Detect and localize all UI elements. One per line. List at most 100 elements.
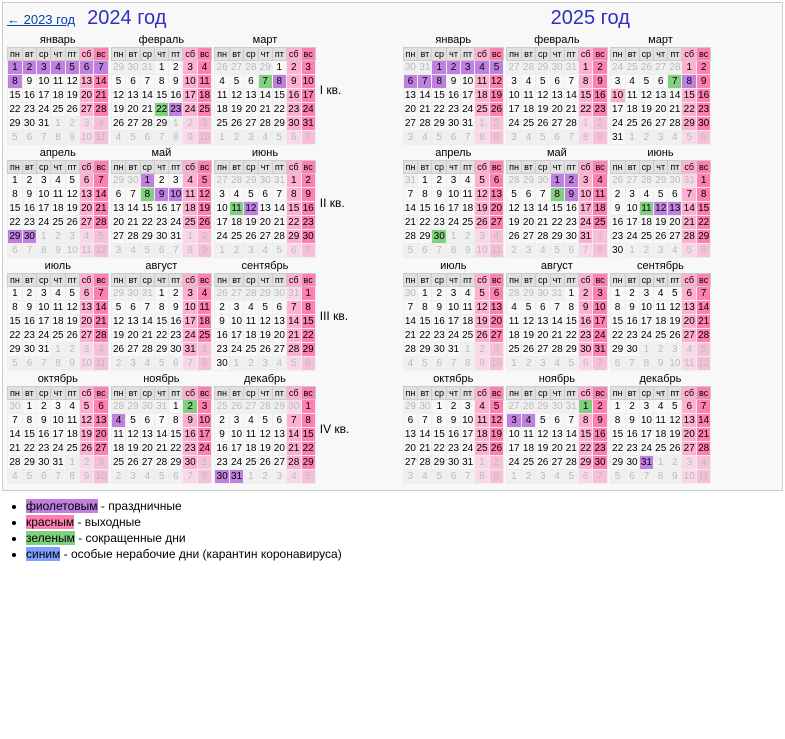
month-name: январь — [403, 34, 505, 46]
day-cell: 9 — [625, 414, 639, 428]
day-cell: 2 — [625, 287, 639, 301]
day-cell: 5 — [244, 188, 259, 202]
day-cell: 13 — [272, 428, 286, 442]
day-cell: 30 — [564, 230, 578, 244]
day-cell: 29 — [432, 456, 447, 470]
day-cell: 27 — [521, 230, 535, 244]
day-cell: 18 — [51, 202, 65, 216]
day-cell: 12 — [639, 89, 654, 103]
day-cell: 22 — [418, 329, 432, 343]
day-cell: 24 — [461, 442, 475, 456]
day-cell: 23 — [169, 103, 183, 117]
day-cell: 29 — [418, 343, 432, 357]
month-name: июнь — [610, 147, 712, 159]
day-cell: 20 — [140, 442, 155, 456]
day-cell: 29 — [697, 230, 711, 244]
day-cell: 27 — [682, 442, 697, 456]
day-cell: 15 — [286, 202, 301, 216]
month-block: июльпнвтсрчтптсбвс3012345678910111213141… — [403, 260, 505, 371]
day-cell: 17 — [507, 103, 522, 117]
day-cell: 27 — [111, 230, 126, 244]
day-cell: 4 — [51, 61, 65, 75]
day-cell: 21 — [94, 89, 108, 103]
month-name: ноябрь — [111, 373, 213, 385]
day-cell: 15 — [610, 428, 625, 442]
day-cell: 26 — [230, 117, 244, 131]
day-cell: 9 — [432, 188, 447, 202]
day-cell: 25 — [51, 329, 65, 343]
day-cell: 25 — [230, 230, 244, 244]
month-name: апрель — [7, 147, 109, 159]
back-link[interactable]: ← 2023 год — [7, 12, 75, 27]
day-cell: 11 — [65, 414, 79, 428]
day-cell: 17 — [461, 428, 475, 442]
day-cell: 10 — [639, 301, 654, 315]
day-cell: 25 — [625, 117, 639, 131]
day-cell: 28 — [126, 230, 140, 244]
day-cell: 15 — [578, 89, 593, 103]
day-cell: 8 — [155, 301, 169, 315]
day-cell: 1 — [301, 287, 315, 301]
year-title: 2024 год — [87, 7, 166, 30]
day-cell: 6 — [403, 414, 418, 428]
day-cell: 26 — [489, 442, 503, 456]
day-cell: 27 — [403, 456, 418, 470]
day-cell: 7 — [536, 188, 551, 202]
day-cell: 18 — [521, 442, 535, 456]
day-cell: 7 — [94, 287, 108, 301]
day-cell: 26 — [65, 216, 79, 230]
day-cell: 28 — [155, 456, 169, 470]
day-cell: 13 — [668, 202, 682, 216]
day-cell: 12 — [258, 428, 272, 442]
day-cell: 19 — [668, 315, 682, 329]
day-cell: 25 — [183, 216, 198, 230]
day-cell: 16 — [301, 202, 315, 216]
legend: фиолетовым - праздничныекрасным - выходн… — [2, 499, 783, 561]
day-cell: 29 — [169, 456, 183, 470]
day-cell: 9 — [432, 301, 447, 315]
day-cell: 3 — [593, 287, 607, 301]
day-cell: 17 — [639, 428, 654, 442]
day-cell: 26 — [668, 329, 682, 343]
day-cell: 25 — [475, 442, 490, 456]
day-cell: 10 — [215, 202, 230, 216]
day-cell: 25 — [521, 117, 535, 131]
day-cell: 23 — [446, 442, 460, 456]
day-cell: 21 — [564, 103, 578, 117]
day-cell: 28 — [94, 103, 108, 117]
day-cell: 19 — [475, 202, 490, 216]
day-cell: 5 — [536, 75, 551, 89]
day-cell: 11 — [183, 188, 198, 202]
day-cell: 28 — [564, 117, 578, 131]
day-cell: 11 — [507, 315, 522, 329]
day-cell: 8 — [564, 301, 578, 315]
day-cell: 22 — [169, 442, 183, 456]
day-cell: 20 — [79, 89, 94, 103]
day-cell: 3 — [230, 414, 244, 428]
day-cell: 23 — [610, 230, 625, 244]
day-cell: 16 — [610, 216, 625, 230]
month-block: ноябрьпнвтсрчтптсбвс28293031123456789101… — [111, 373, 213, 484]
day-cell: 25 — [244, 343, 259, 357]
day-cell: 11 — [461, 301, 475, 315]
day-cell: 6 — [654, 75, 668, 89]
day-cell: 19 — [126, 442, 140, 456]
legend-color-word: синим — [26, 547, 60, 561]
day-cell: 26 — [244, 230, 259, 244]
day-cell: 20 — [403, 103, 418, 117]
day-cell: 6 — [79, 287, 94, 301]
day-cell: 4 — [65, 400, 79, 414]
day-cell: 24 — [446, 329, 460, 343]
day-cell: 14 — [550, 315, 564, 329]
day-cell: 12 — [668, 301, 682, 315]
day-cell: 19 — [536, 442, 551, 456]
day-cell: 22 — [610, 329, 625, 343]
month-calendar: пнвтсрчтптсбвс30311234567891011121314151… — [403, 47, 505, 145]
day-cell: 4 — [593, 174, 607, 188]
day-cell: 12 — [489, 414, 503, 428]
day-cell: 20 — [550, 103, 564, 117]
day-cell: 14 — [536, 202, 551, 216]
day-cell: 24 — [51, 442, 65, 456]
day-cell: 10 — [446, 301, 460, 315]
day-cell: 21 — [403, 216, 418, 230]
